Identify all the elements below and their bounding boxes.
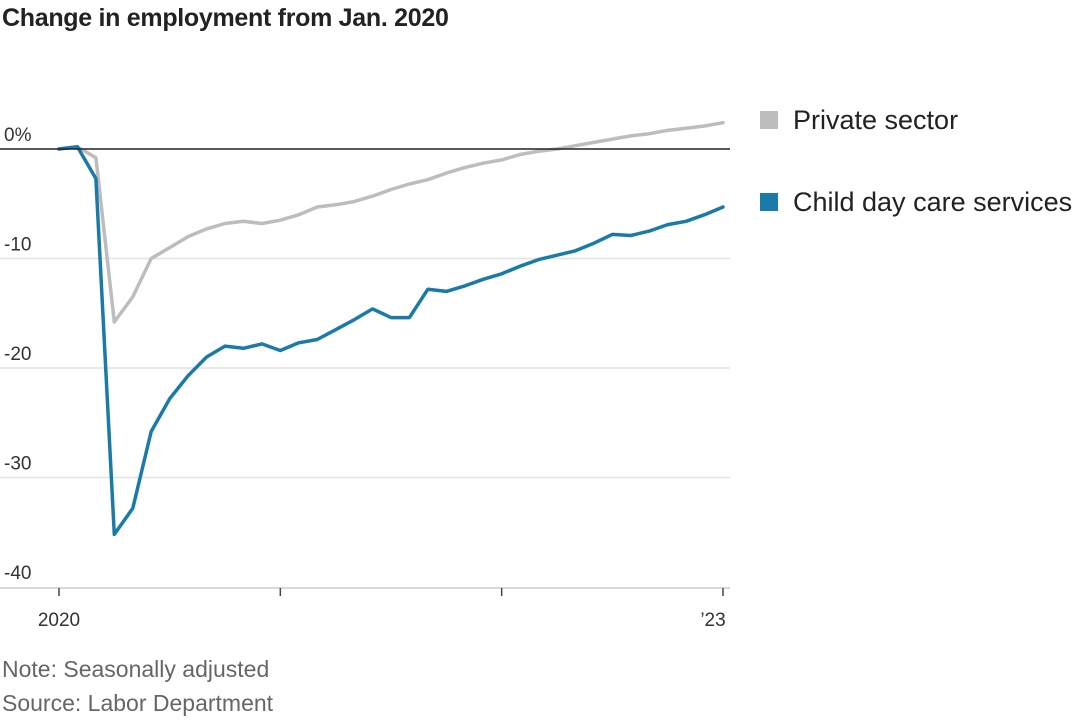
x-tick-label: 2020 <box>38 610 80 631</box>
legend: Private sector Child day care services <box>760 105 1072 217</box>
series-line-private-sector <box>57 120 725 324</box>
note-text: Note: Seasonally adjusted <box>2 656 270 682</box>
series-lines <box>0 120 730 537</box>
source-text: Source: Labor Department <box>2 690 274 716</box>
y-tick-label: -20 <box>4 344 31 365</box>
legend-swatch <box>760 111 778 129</box>
legend-swatch <box>760 193 778 211</box>
y-tick-label: 0% <box>4 125 32 146</box>
legend-label: Private sector <box>793 105 958 135</box>
axes: 0% -10 -20 -30 -40 2020 ’23 <box>0 125 730 631</box>
legend-label: Child day care services <box>793 187 1072 217</box>
y-tick-label: -10 <box>4 235 31 256</box>
chart-title: Change in employment from Jan. 2020 <box>2 4 449 32</box>
x-tick-label: ’23 <box>700 610 725 631</box>
y-tick-label: -40 <box>4 563 31 584</box>
gridlines <box>0 257 730 479</box>
series-line-child-day-care-services <box>57 145 725 537</box>
y-tick-label: -30 <box>4 454 31 475</box>
